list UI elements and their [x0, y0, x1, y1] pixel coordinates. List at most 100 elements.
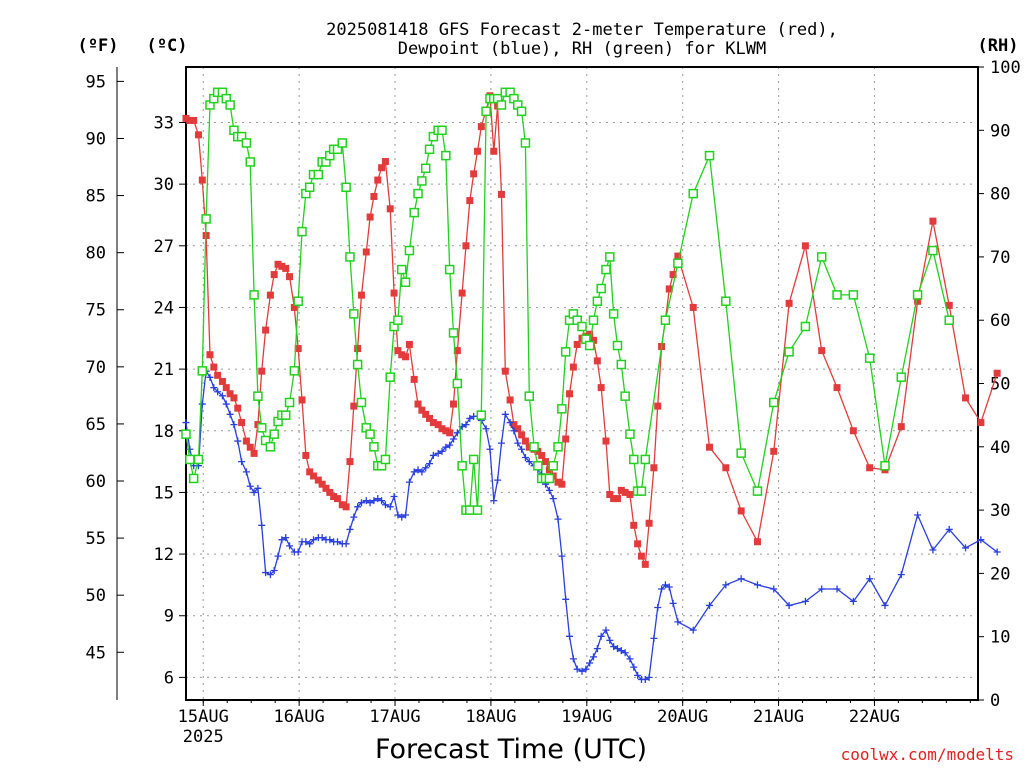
data-point: [356, 397, 367, 408]
data-point: [770, 447, 778, 455]
data-point: [605, 252, 615, 262]
data-point: [462, 242, 470, 250]
data-point: [722, 581, 730, 589]
data-point: [944, 315, 954, 325]
data-point: [897, 571, 905, 579]
data-point: [553, 442, 563, 452]
data-point: [665, 285, 673, 293]
data-point: [278, 536, 286, 544]
data-point: [357, 291, 365, 299]
data-point: [242, 468, 250, 476]
data-point: [658, 585, 666, 593]
data-point: [866, 464, 874, 472]
data-point: [226, 410, 234, 418]
data-point: [437, 125, 447, 136]
data-point: [634, 540, 642, 548]
data-point: [262, 326, 270, 334]
data-point: [654, 604, 662, 612]
data-point: [501, 367, 509, 375]
data-point: [608, 309, 619, 319]
rh-tick-label: 0: [990, 691, 1000, 711]
data-point: [645, 673, 653, 681]
data-point: [409, 207, 419, 218]
rh-tick-label: 60: [990, 311, 1010, 331]
data-point: [266, 571, 274, 579]
data-point: [346, 458, 354, 466]
data-point: [242, 437, 250, 445]
x-tick-label: 19AUG: [561, 707, 612, 727]
data-point: [665, 583, 673, 591]
data-point: [864, 353, 875, 363]
data-point: [977, 536, 985, 544]
data-point: [494, 476, 502, 484]
data-point: [413, 188, 423, 199]
data-point: [182, 419, 190, 427]
fahrenheit-tick-label: 70: [86, 358, 106, 378]
data-point: [386, 205, 394, 213]
rh-tick-label: 20: [990, 564, 1010, 584]
data-point: [341, 182, 351, 193]
data-point: [398, 513, 406, 521]
data-point: [586, 330, 594, 338]
data-series: [181, 87, 1001, 683]
data-point: [362, 248, 370, 256]
data-point: [400, 277, 411, 287]
data-point: [374, 176, 382, 184]
celsius-tick-label: 12: [154, 545, 174, 565]
data-point: [518, 431, 526, 439]
data-point: [201, 214, 211, 224]
data-point: [197, 366, 208, 376]
fahrenheit-tick-label: 55: [86, 529, 106, 549]
data-point: [265, 442, 276, 452]
data-point: [258, 367, 266, 375]
data-point: [304, 182, 315, 193]
data-point: [510, 421, 518, 429]
data-point: [417, 176, 427, 186]
data-point: [390, 493, 398, 501]
series-line: [185, 369, 998, 681]
data-point: [286, 542, 294, 550]
data-point: [521, 437, 529, 445]
data-point: [490, 497, 498, 505]
fahrenheit-tick-label: 80: [86, 244, 106, 264]
data-point: [896, 372, 907, 382]
data-point: [769, 397, 779, 408]
data-point: [380, 454, 391, 465]
data-point: [897, 423, 905, 431]
data-point: [404, 245, 415, 256]
data-point: [476, 410, 487, 420]
data-point: [669, 271, 677, 279]
data-point: [545, 486, 553, 494]
data-point: [818, 347, 826, 355]
data-point: [562, 595, 570, 603]
data-point: [597, 632, 605, 640]
celsius-tick-label: 33: [154, 113, 174, 133]
rh-tick-label: 90: [990, 121, 1010, 141]
data-point: [186, 445, 194, 453]
data-point: [438, 425, 446, 433]
data-point: [584, 340, 595, 351]
data-point: [452, 378, 463, 389]
chart-title-line-1: 2025081418 GFS Forecast 2-meter Temperat…: [326, 20, 838, 40]
series-rh: [181, 87, 954, 515]
data-point: [848, 290, 859, 300]
data-point: [634, 671, 642, 679]
data-point: [274, 552, 282, 560]
data-point: [354, 503, 362, 511]
data-point: [524, 391, 535, 401]
data-point: [214, 388, 222, 396]
data-point: [945, 301, 953, 309]
data-point: [833, 384, 841, 392]
data-point: [928, 245, 938, 256]
data-point: [426, 414, 434, 422]
data-point: [258, 521, 266, 529]
data-point: [993, 369, 1001, 377]
data-point: [486, 445, 494, 453]
data-point: [256, 423, 267, 433]
data-point: [596, 283, 606, 294]
data-point: [617, 647, 625, 655]
data-point: [472, 505, 483, 515]
celsius-tick-label: 6: [164, 668, 174, 688]
data-point: [722, 464, 730, 472]
data-point: [426, 460, 434, 468]
